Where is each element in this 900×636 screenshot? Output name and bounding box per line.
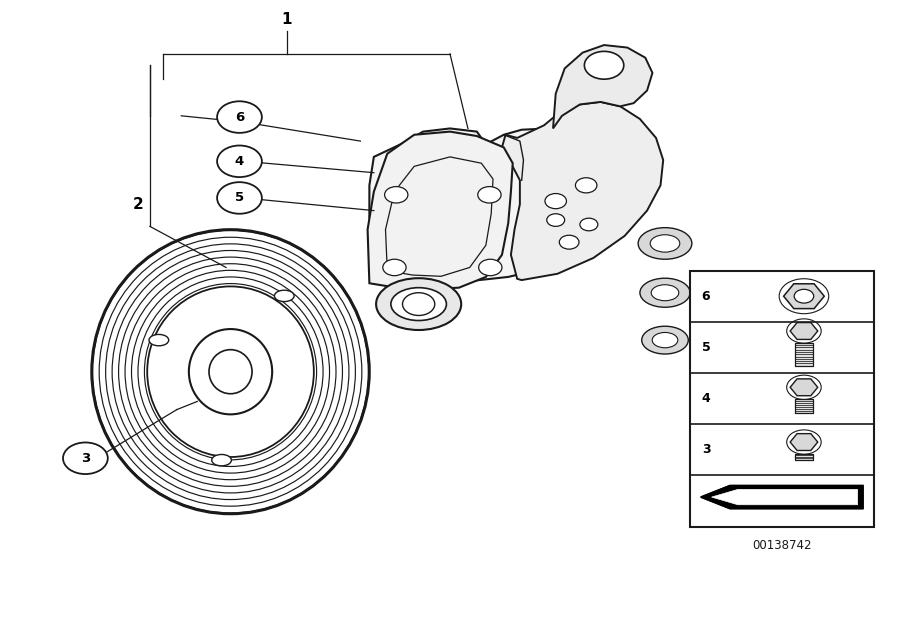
Ellipse shape (274, 290, 294, 301)
Ellipse shape (212, 455, 231, 466)
Text: 6: 6 (235, 111, 244, 123)
Bar (795, 453, 813, 460)
Ellipse shape (376, 278, 461, 330)
Ellipse shape (640, 278, 690, 307)
Circle shape (545, 193, 566, 209)
Circle shape (384, 186, 408, 203)
Ellipse shape (652, 333, 678, 348)
Circle shape (547, 214, 564, 226)
Polygon shape (553, 45, 652, 128)
Circle shape (580, 218, 598, 231)
Text: 4: 4 (702, 392, 710, 405)
Text: 1: 1 (282, 12, 292, 27)
Ellipse shape (209, 350, 252, 394)
Circle shape (559, 235, 579, 249)
Circle shape (794, 289, 814, 303)
Text: 5: 5 (702, 341, 710, 354)
Polygon shape (790, 379, 818, 396)
Polygon shape (712, 489, 858, 505)
Polygon shape (502, 102, 663, 280)
Bar (795, 399, 813, 413)
Polygon shape (701, 485, 863, 509)
Text: 3: 3 (81, 452, 90, 465)
Polygon shape (369, 128, 625, 283)
Ellipse shape (650, 235, 680, 252)
Text: 5: 5 (235, 191, 244, 204)
Polygon shape (790, 434, 818, 450)
Ellipse shape (638, 228, 692, 259)
Text: 4: 4 (235, 155, 244, 168)
Polygon shape (784, 284, 824, 308)
Circle shape (217, 101, 262, 133)
Bar (690, 270, 874, 527)
Circle shape (478, 186, 501, 203)
Text: 6: 6 (702, 290, 710, 303)
Ellipse shape (148, 286, 314, 457)
Circle shape (584, 52, 624, 79)
Circle shape (217, 146, 262, 177)
Polygon shape (367, 132, 513, 289)
Circle shape (217, 182, 262, 214)
Text: 00138742: 00138742 (752, 539, 812, 552)
Circle shape (479, 259, 502, 275)
Ellipse shape (92, 230, 369, 514)
Text: 3: 3 (702, 443, 710, 456)
Polygon shape (790, 322, 818, 340)
Ellipse shape (189, 329, 272, 415)
Ellipse shape (391, 287, 446, 321)
Ellipse shape (642, 326, 688, 354)
Bar (795, 343, 813, 366)
Circle shape (402, 293, 435, 315)
Circle shape (382, 259, 406, 275)
Circle shape (63, 443, 108, 474)
Ellipse shape (652, 285, 679, 301)
Text: 2: 2 (133, 197, 144, 212)
Ellipse shape (149, 335, 168, 346)
Circle shape (575, 177, 597, 193)
